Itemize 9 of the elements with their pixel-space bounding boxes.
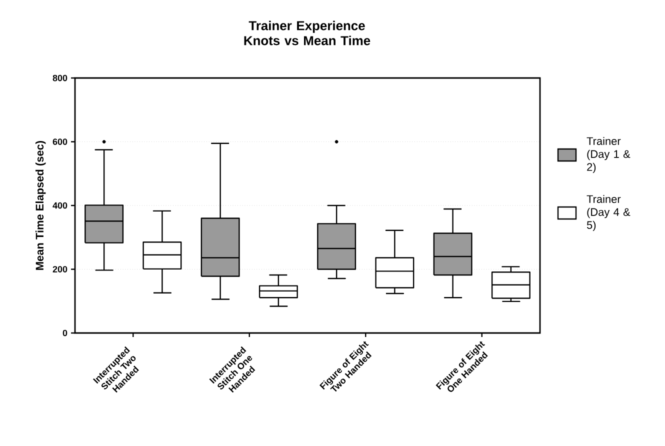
legend-label: Trainer (Day 1 & 2) <box>586 136 630 174</box>
chart-title: Trainer Experience Knots vs Mean Time <box>244 20 370 46</box>
y-tick-label: 0 <box>62 330 68 336</box>
y-axis-title: Mean Time Elapsed (sec) <box>35 140 46 270</box>
y-tick-label: 800 <box>52 74 68 82</box>
y-tick-label: 600 <box>52 138 68 145</box>
legend-label: Trainer (Day 4 & 5) <box>586 194 630 232</box>
y-tick-label: 200 <box>52 266 68 272</box>
y-tick-label: 400 <box>52 202 68 209</box>
